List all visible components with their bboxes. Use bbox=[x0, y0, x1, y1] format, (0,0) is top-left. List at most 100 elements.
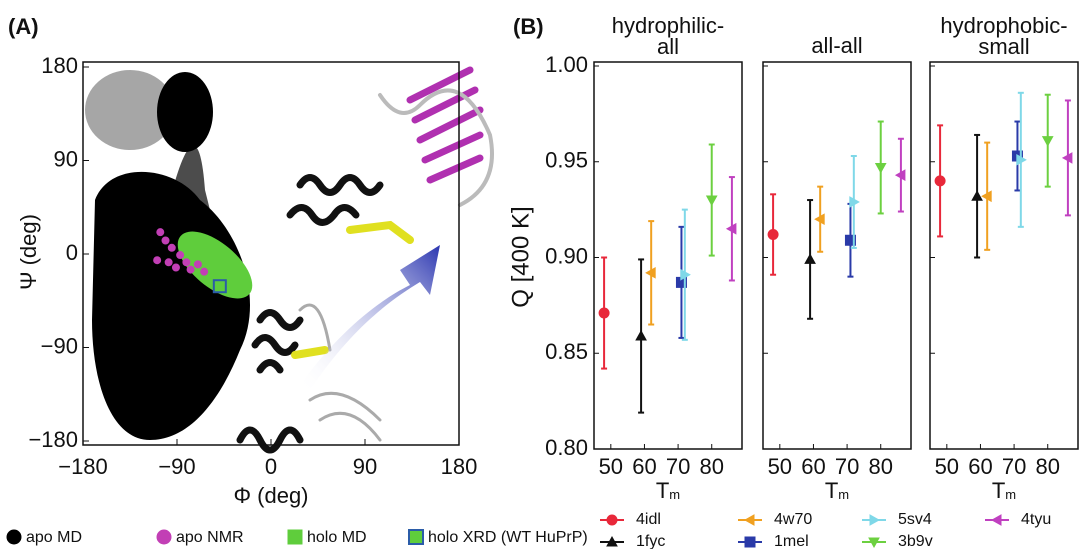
data-point bbox=[212, 279, 227, 294]
plot-frame bbox=[593, 61, 743, 450]
data-point bbox=[167, 243, 176, 252]
x-tick-label: 50 bbox=[935, 454, 959, 479]
data-point bbox=[849, 196, 860, 208]
plot-frame bbox=[929, 61, 1079, 450]
x-tick-label: −180 bbox=[58, 454, 108, 479]
x-tick-label: 80 bbox=[1035, 454, 1059, 479]
panel-label: (B) bbox=[513, 14, 544, 39]
arrow bbox=[300, 245, 440, 390]
data-point bbox=[1016, 153, 1027, 166]
panel-title: all bbox=[657, 34, 679, 59]
legend-marker bbox=[743, 514, 755, 526]
legend-label: 4w70 bbox=[774, 511, 812, 528]
data-point bbox=[153, 256, 162, 265]
x-tick-label: 50 bbox=[768, 454, 792, 479]
data-point bbox=[156, 228, 165, 237]
x-axis-label-sub: m bbox=[669, 487, 680, 502]
y-tick-label: 90 bbox=[54, 146, 78, 171]
x-tick-label: 180 bbox=[441, 454, 478, 479]
data-point bbox=[894, 169, 906, 182]
panel-title: hydrophilic- bbox=[612, 13, 725, 38]
data-point bbox=[981, 190, 992, 203]
panel-label: (A) bbox=[8, 14, 39, 39]
legend-marker bbox=[869, 514, 881, 526]
data-point bbox=[171, 263, 180, 272]
legend-label: holo XRD (WT HuPrP) bbox=[428, 529, 588, 546]
data-point bbox=[1061, 152, 1073, 164]
data-point bbox=[635, 329, 647, 341]
legend-label: 1fyc bbox=[636, 533, 665, 549]
data-point bbox=[161, 236, 170, 245]
legend-marker bbox=[156, 529, 172, 545]
legend-marker bbox=[868, 537, 880, 549]
data-point bbox=[844, 234, 856, 246]
legend-marker bbox=[606, 514, 618, 526]
density-clouds bbox=[85, 70, 253, 440]
x-axis-label-text: T bbox=[825, 478, 838, 503]
x-axis-label-sub: m bbox=[1005, 487, 1016, 502]
data-point bbox=[814, 213, 825, 226]
x-tick-label: 70 bbox=[1002, 454, 1026, 479]
data-point bbox=[182, 258, 191, 267]
legend-label: apo MD bbox=[26, 529, 82, 546]
legend-marker bbox=[408, 529, 424, 545]
y-tick-label: 0.90 bbox=[545, 243, 588, 268]
y-tick-label: 0.85 bbox=[545, 339, 588, 364]
x-axis-label-sub: m bbox=[838, 487, 849, 502]
legend-marker bbox=[606, 535, 618, 547]
x-axis-label: Tm bbox=[825, 478, 849, 503]
legend-marker bbox=[990, 514, 1002, 526]
y-tick-label: 0.95 bbox=[545, 148, 588, 173]
data-point bbox=[767, 229, 779, 241]
legend-label: 5sv4 bbox=[898, 511, 932, 528]
x-tick-label: 50 bbox=[599, 454, 623, 479]
legend-label: 4idl bbox=[636, 511, 661, 528]
protein-cartoon bbox=[236, 66, 494, 454]
x-tick-label: 80 bbox=[699, 454, 723, 479]
legend-label: 4tyu bbox=[1021, 511, 1051, 528]
data-point bbox=[725, 222, 737, 235]
x-axis-label-text: T bbox=[656, 478, 669, 503]
legend-marker bbox=[744, 536, 756, 548]
y-axis-label: Ψ (deg) bbox=[16, 214, 41, 290]
data-point bbox=[1041, 136, 1054, 147]
data-point bbox=[164, 258, 173, 267]
legend-label: holo MD bbox=[307, 529, 367, 546]
legend-marker bbox=[287, 529, 303, 545]
data-point bbox=[186, 265, 195, 274]
y-tick-label: 0 bbox=[66, 240, 78, 265]
y-tick-label: 1.00 bbox=[545, 52, 588, 77]
data-point bbox=[193, 260, 202, 269]
data-point bbox=[598, 307, 610, 319]
legend-label: 3b9v bbox=[898, 533, 933, 549]
legend-label: apo NMR bbox=[176, 529, 244, 546]
x-tick-label: 60 bbox=[801, 454, 825, 479]
x-axis-label: Φ (deg) bbox=[233, 483, 308, 508]
y-tick-label: 0.80 bbox=[545, 435, 588, 460]
panel-title: all-all bbox=[811, 33, 862, 58]
data-point bbox=[680, 268, 691, 281]
x-tick-label: 60 bbox=[632, 454, 656, 479]
x-tick-label: 60 bbox=[968, 454, 992, 479]
x-axis-label-text: T bbox=[992, 478, 1005, 503]
data-point bbox=[874, 162, 887, 174]
y-tick-label: 180 bbox=[41, 53, 78, 78]
plot-frame bbox=[762, 61, 912, 450]
x-tick-label: −90 bbox=[158, 454, 195, 479]
data-point bbox=[645, 266, 656, 279]
data-point bbox=[971, 190, 983, 201]
legend-label: 1mel bbox=[774, 533, 809, 549]
data-point bbox=[176, 251, 185, 260]
data-point bbox=[934, 175, 946, 187]
legend-marker bbox=[6, 529, 22, 545]
data-point bbox=[804, 253, 816, 264]
x-tick-label: 90 bbox=[353, 454, 377, 479]
x-tick-label: 70 bbox=[666, 454, 690, 479]
x-tick-label: 0 bbox=[265, 454, 277, 479]
x-axis-label: Tm bbox=[992, 478, 1016, 503]
panel-title: hydrophobic- bbox=[940, 13, 1067, 38]
x-axis-label: Tm bbox=[656, 478, 680, 503]
x-tick-label: 80 bbox=[868, 454, 892, 479]
x-tick-label: 70 bbox=[835, 454, 859, 479]
